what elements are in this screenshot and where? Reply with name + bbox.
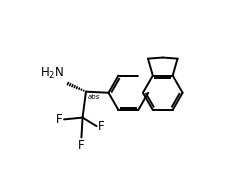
Text: H$_2$N: H$_2$N — [40, 66, 65, 81]
Text: abs: abs — [87, 94, 100, 100]
Text: F: F — [98, 120, 104, 133]
Text: F: F — [78, 139, 85, 152]
Text: F: F — [56, 113, 63, 126]
